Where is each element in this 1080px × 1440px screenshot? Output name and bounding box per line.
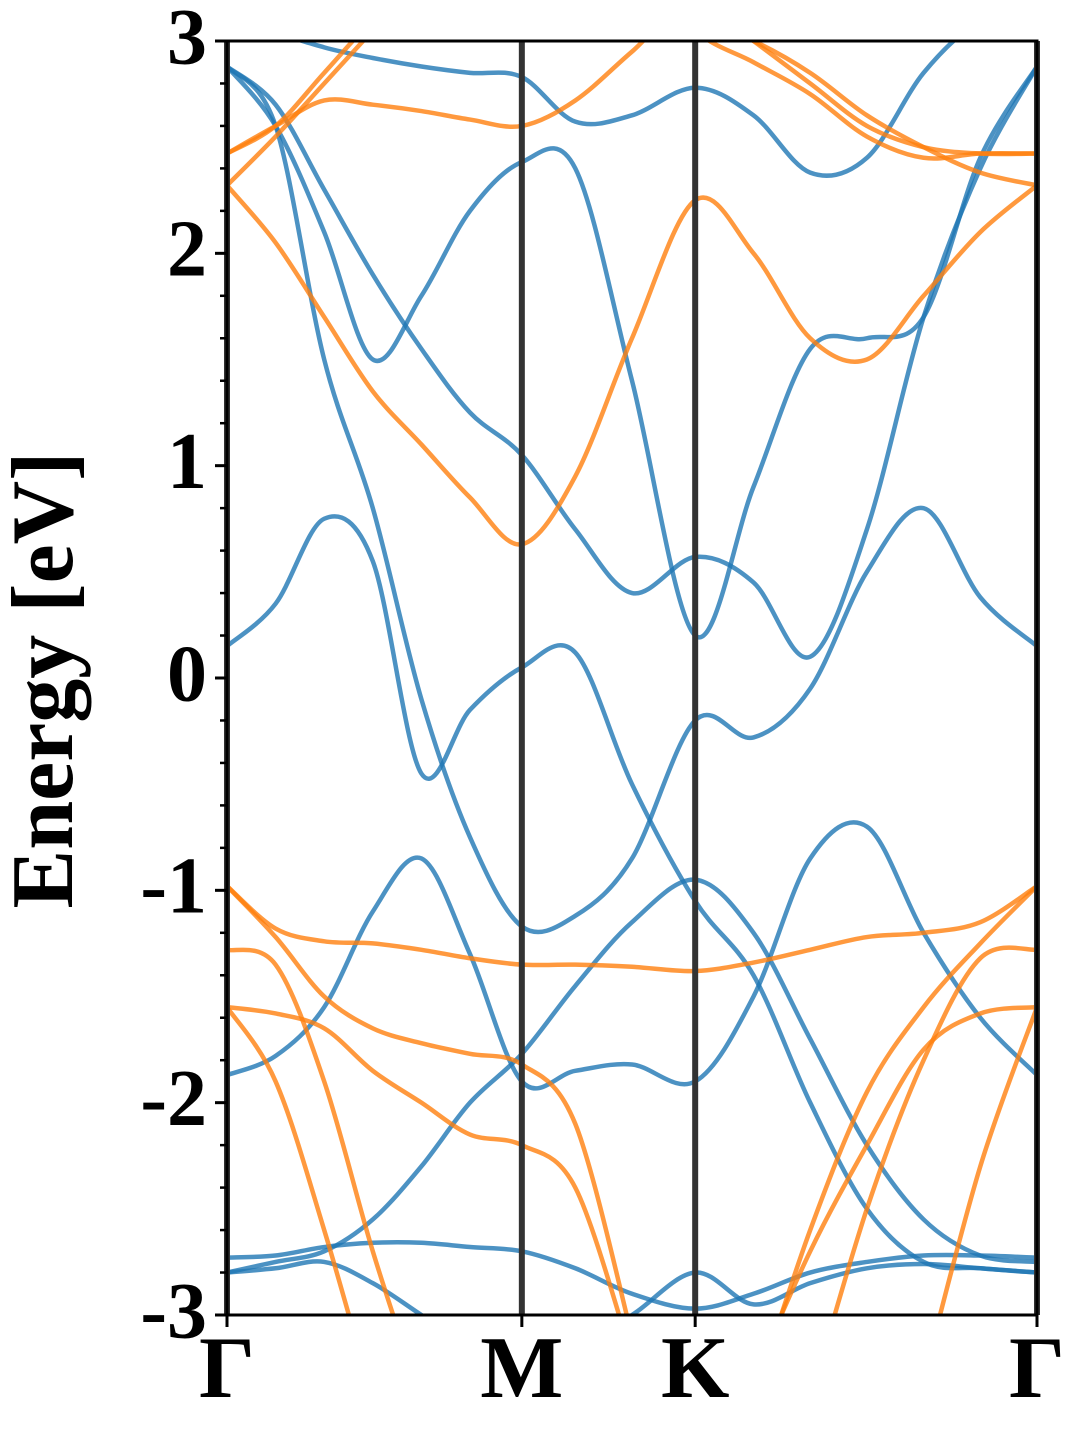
band-line xyxy=(227,1259,1037,1315)
x-tick-label: M xyxy=(480,1320,563,1417)
band-line xyxy=(227,41,1037,161)
band-line xyxy=(227,1005,352,1315)
y-tick-label: -1 xyxy=(140,843,207,931)
band-line xyxy=(937,1006,1037,1315)
x-tick-label: Γ xyxy=(199,1320,255,1417)
y-tick-label: 3 xyxy=(167,0,207,81)
band-line xyxy=(227,183,1037,547)
y-tick-label: 2 xyxy=(167,206,207,294)
band-line xyxy=(227,64,1037,660)
y-tick-label: -3 xyxy=(140,1267,207,1355)
plot-frame xyxy=(225,39,1039,1317)
y-tick-label: 0 xyxy=(167,630,207,718)
y-tick-label: 1 xyxy=(167,418,207,506)
x-tick-label: K xyxy=(661,1320,729,1417)
band-line xyxy=(778,884,1037,1315)
y-axis-label: Energy [eV] xyxy=(0,452,92,909)
band-line xyxy=(227,1240,1037,1311)
band-line xyxy=(227,41,1037,188)
band-line xyxy=(227,820,1037,1091)
band-line xyxy=(227,947,396,1315)
band-line xyxy=(832,945,1037,1315)
x-tick-label: Γ xyxy=(1009,1320,1065,1417)
band-line xyxy=(227,65,1037,640)
y-tick-label: -2 xyxy=(140,1055,207,1143)
bands xyxy=(227,41,1037,1315)
band-line xyxy=(227,1004,622,1315)
band-line xyxy=(778,1004,1037,1315)
band-line xyxy=(295,41,957,178)
band-line xyxy=(227,64,1037,935)
band-line xyxy=(227,884,1037,974)
band-line xyxy=(227,877,1037,1275)
band-line xyxy=(227,41,1037,157)
band-line xyxy=(227,884,629,1315)
